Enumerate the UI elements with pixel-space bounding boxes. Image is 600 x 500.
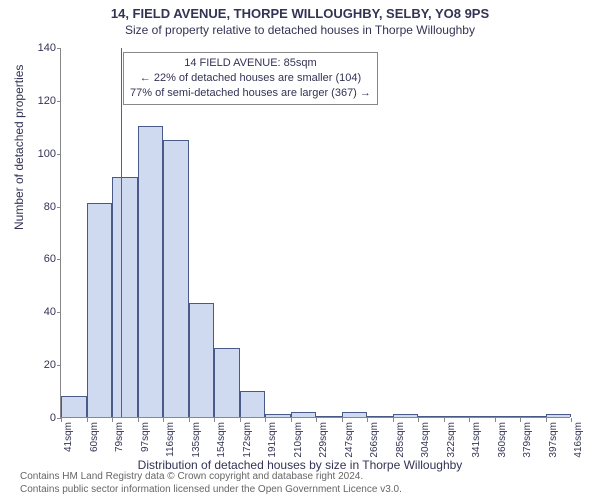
histogram-bar [342, 412, 368, 417]
chart-container: 02040608010012014041sqm60sqm79sqm97sqm11… [60, 48, 570, 418]
plot-area: 02040608010012014041sqm60sqm79sqm97sqm11… [60, 48, 570, 418]
y-tick-mark [57, 365, 61, 366]
y-tick-mark [57, 312, 61, 313]
histogram-bar [163, 140, 189, 418]
x-tick-mark [367, 418, 368, 422]
x-tick-mark [138, 418, 139, 422]
x-tick-mark [520, 418, 521, 422]
callout-line-2: ← 22% of detached houses are smaller (10… [130, 71, 371, 86]
callout-line-1: 14 FIELD AVENUE: 85sqm [130, 56, 371, 71]
y-tick-mark [57, 207, 61, 208]
histogram-bar [444, 416, 470, 417]
histogram-bar [469, 416, 495, 417]
histogram-bar [61, 396, 87, 417]
footer-attribution: Contains HM Land Registry data © Crown c… [20, 471, 402, 496]
x-tick-mark [163, 418, 164, 422]
callout-line-3: 77% of semi-detached houses are larger (… [130, 86, 371, 101]
x-tick-mark [342, 418, 343, 422]
histogram-bar [265, 414, 291, 417]
x-tick-mark [87, 418, 88, 422]
x-tick-mark [112, 418, 113, 422]
reference-line [121, 48, 122, 417]
y-tick-mark [57, 48, 61, 49]
histogram-bar [393, 414, 419, 417]
x-tick-mark [265, 418, 266, 422]
x-tick-mark [546, 418, 547, 422]
y-tick-label: 80 [26, 201, 56, 213]
y-tick-mark [57, 101, 61, 102]
y-tick-label: 140 [26, 42, 56, 54]
histogram-bar [495, 416, 521, 417]
y-tick-mark [57, 154, 61, 155]
footer-line-1: Contains HM Land Registry data © Crown c… [20, 471, 402, 484]
x-tick-mark [444, 418, 445, 422]
x-tick-mark [495, 418, 496, 422]
histogram-bar [112, 177, 138, 418]
histogram-bar [240, 391, 266, 417]
chart-title-address: 14, FIELD AVENUE, THORPE WILLOUGHBY, SEL… [0, 0, 600, 21]
histogram-bar [214, 348, 240, 417]
y-tick-label: 120 [26, 95, 56, 107]
y-tick-mark [57, 259, 61, 260]
x-axis-label: Distribution of detached houses by size … [0, 458, 600, 472]
x-tick-mark [214, 418, 215, 422]
histogram-bar [138, 126, 164, 417]
x-tick-mark [571, 418, 572, 422]
chart-title-description: Size of property relative to detached ho… [0, 21, 600, 37]
y-tick-label: 40 [26, 306, 56, 318]
x-tick-mark [240, 418, 241, 422]
histogram-bar [189, 303, 215, 417]
y-tick-label: 0 [26, 412, 56, 424]
x-tick-mark [393, 418, 394, 422]
x-tick-mark [61, 418, 62, 422]
histogram-bar [291, 412, 317, 417]
histogram-bar [418, 416, 444, 417]
x-tick-mark [316, 418, 317, 422]
x-tick-mark [291, 418, 292, 422]
histogram-bar [316, 416, 342, 417]
x-tick-mark [418, 418, 419, 422]
histogram-bar [367, 416, 393, 417]
y-tick-label: 60 [26, 253, 56, 265]
y-tick-label: 100 [26, 148, 56, 160]
footer-line-2: Contains public sector information licen… [20, 484, 402, 497]
histogram-bar [87, 203, 113, 417]
x-tick-mark [189, 418, 190, 422]
x-tick-mark [469, 418, 470, 422]
histogram-bar [520, 416, 546, 417]
callout-box: 14 FIELD AVENUE: 85sqm ← 22% of detached… [123, 52, 378, 105]
y-axis-label: Number of detached properties [12, 65, 26, 230]
y-tick-label: 20 [26, 359, 56, 371]
histogram-bar [546, 414, 572, 417]
